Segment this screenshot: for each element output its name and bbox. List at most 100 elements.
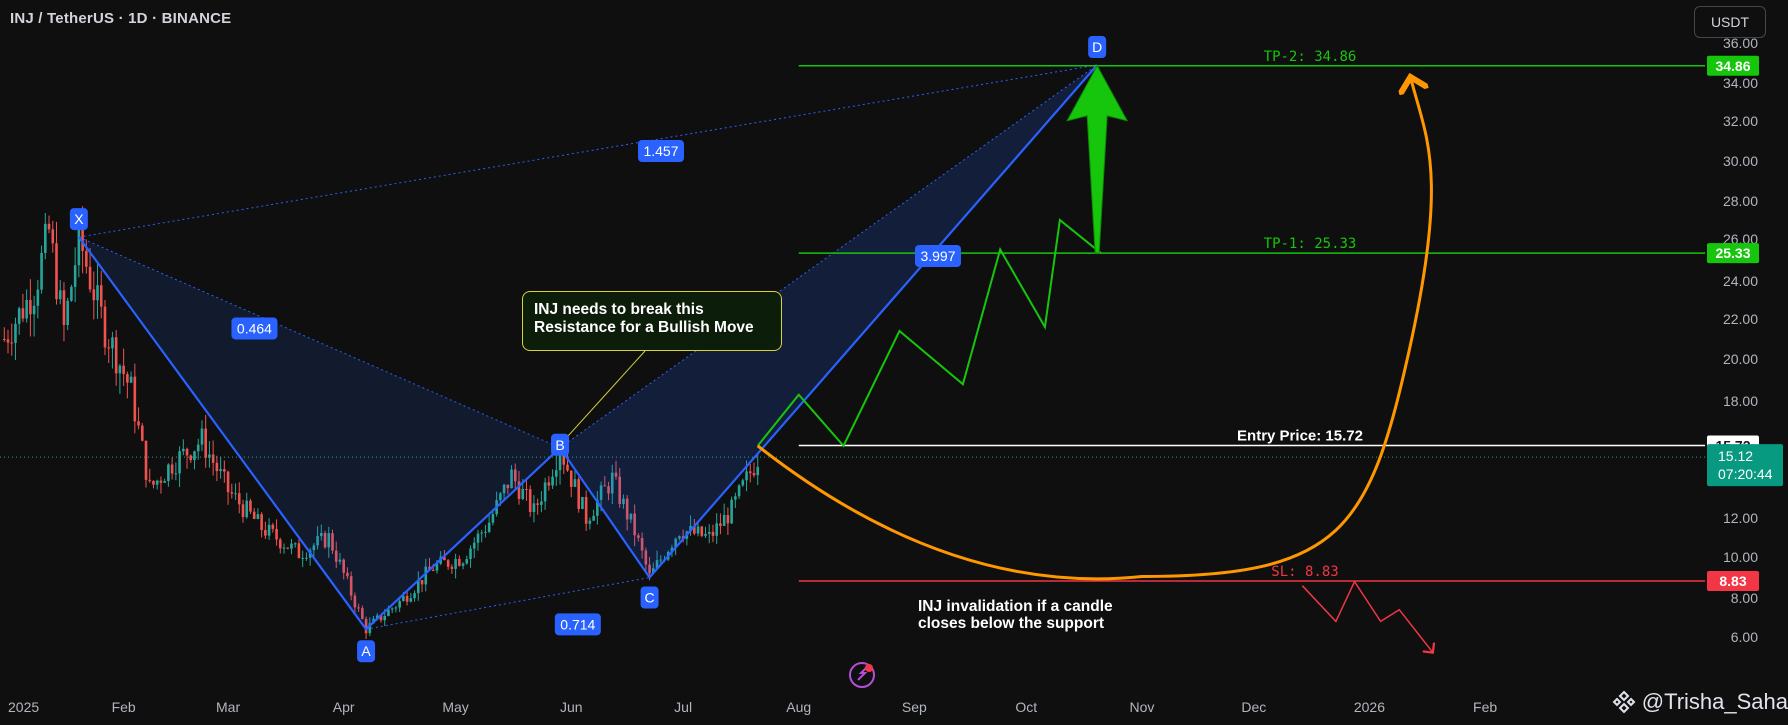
svg-text:0.714: 0.714 (560, 616, 595, 632)
candle-body (182, 448, 185, 452)
binance-logo-icon (1612, 690, 1636, 714)
candle-body (722, 514, 726, 526)
candle-body (390, 608, 394, 610)
candle-body (394, 607, 398, 609)
x-tick-label: May (442, 699, 468, 715)
candle-body (458, 558, 461, 566)
candle-body (551, 476, 554, 486)
candle-body (573, 479, 577, 487)
candle-body (446, 560, 450, 567)
price-axis[interactable]: 6.00 8.00 10.00 12.00 18.00 20.00 22.00 24.00 26… (1723, 35, 1758, 645)
time-axis[interactable]: 2025 Feb Mar Apr May Jun Jul Aug Sep Oct Nov Dec 202… (8, 699, 1497, 715)
candle-body (77, 216, 81, 266)
candle-body (413, 593, 416, 599)
x-tick-label: Jul (674, 699, 692, 715)
pattern-point-a: A (357, 640, 376, 663)
candle-body (349, 576, 353, 596)
candle-body (618, 476, 622, 505)
invalidation-line-1: INJ invalidation if a candle (918, 598, 1113, 615)
candle-body (402, 595, 405, 601)
alert-icon[interactable] (849, 662, 875, 688)
candle-body (114, 337, 118, 374)
projected-orange-curve[interactable] (756, 77, 1433, 581)
candle-body (107, 347, 111, 349)
candle-body (707, 531, 711, 534)
candle-body (62, 290, 66, 326)
bd-ratio-line (559, 64, 1098, 449)
candle-body (536, 503, 539, 505)
level-label-entry: Entry Price: 15.72 (1237, 427, 1363, 444)
svg-text:0.464: 0.464 (237, 320, 272, 336)
candle-body (424, 566, 428, 585)
symbol-title[interactable]: INJ / TetherUS · 1D · BINANCE (10, 10, 232, 27)
candle-body (748, 471, 752, 474)
candle-body (111, 337, 114, 349)
y-tick-label: 12.00 (1723, 510, 1758, 526)
candle-body (189, 455, 193, 461)
candle-body (584, 497, 588, 524)
candle-body (338, 559, 342, 562)
candle-body (32, 305, 36, 315)
projected-bullish-path[interactable] (756, 218, 1102, 448)
currency-button[interactable]: USDT (1694, 6, 1766, 38)
candle-body (637, 535, 640, 538)
level-lines: TP-2: 34.86 TP-1: 25.33 Entry Price: 15.72… (798, 49, 1705, 582)
candle-body (472, 542, 476, 549)
candle-body (167, 464, 170, 482)
candle-body (633, 513, 636, 536)
candle-body (741, 480, 745, 486)
candle-body (383, 615, 387, 621)
y-tick-label: 26.00 (1723, 231, 1758, 247)
candle-body (245, 500, 249, 518)
candle-body (476, 533, 480, 543)
candle-body (756, 466, 760, 476)
candle-body (450, 566, 454, 569)
candle-body (260, 514, 263, 530)
pattern-xab-fill (78, 237, 561, 630)
candle-body (320, 532, 323, 537)
candle-body (596, 499, 599, 516)
invalidation-line-2: closes below the support (918, 615, 1105, 632)
candle-body (211, 454, 215, 463)
price-tag-tp-1: 25.33 (1707, 243, 1759, 264)
candle-body (103, 306, 107, 348)
candle-body (122, 365, 125, 375)
candle-body (342, 559, 345, 573)
candle-body (305, 557, 308, 559)
candle-body (379, 615, 383, 621)
candle-body (234, 493, 237, 495)
candle-body (555, 470, 558, 477)
projected-bearish-path[interactable] (1301, 580, 1433, 653)
candle-body (271, 524, 275, 529)
candle-body (51, 229, 55, 244)
ratio-label-bd: 3.997 (915, 245, 961, 267)
candle-body (174, 473, 178, 475)
svg-text:07:20:44: 07:20:44 (1718, 466, 1773, 482)
candle-body (282, 547, 286, 549)
candle-body (92, 289, 96, 301)
candle-body (357, 607, 360, 609)
candle-body (484, 531, 487, 533)
candle-body (689, 525, 692, 532)
candle-body (730, 499, 733, 524)
candle-body (278, 539, 282, 549)
candle-body (323, 532, 327, 548)
level-label-sl: SL: 8.83 (1271, 564, 1338, 580)
candle-body (17, 308, 21, 324)
candle-body (409, 598, 413, 602)
price-tag-current: 15.12 07:20:44 (1707, 444, 1783, 487)
candle-body (543, 482, 547, 502)
y-tick-label: 36.00 (1723, 35, 1758, 51)
x-tick-label: Jun (560, 699, 583, 715)
candle-body (532, 503, 536, 512)
candle-body (569, 470, 573, 487)
candle-body (204, 428, 207, 458)
candle-body (361, 608, 364, 619)
candle-body (375, 615, 379, 619)
candle-body (85, 250, 88, 267)
ratio-label-ac: 0.714 (554, 613, 601, 636)
x-tick-label: Aug (786, 699, 811, 715)
y-tick-label: 8.00 (1731, 590, 1758, 606)
candle-body (461, 563, 465, 566)
